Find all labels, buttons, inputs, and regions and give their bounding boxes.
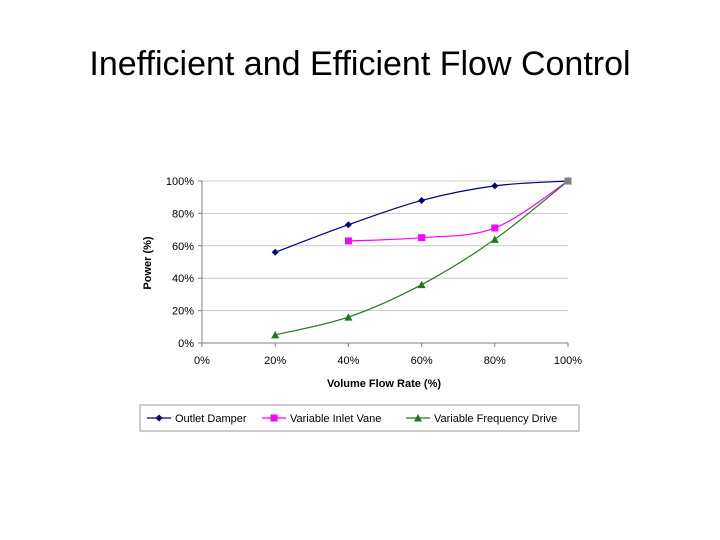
- data-point: [490, 235, 499, 243]
- x-tick-label: 0%: [194, 355, 210, 367]
- data-point: [344, 221, 352, 229]
- legend-marker: [270, 414, 278, 422]
- x-tick-label: 20%: [264, 355, 286, 367]
- legend-marker: [414, 414, 422, 422]
- data-point: [344, 237, 352, 245]
- x-axis-title: Volume Flow Rate (%): [327, 378, 441, 390]
- x-tick-label: 60%: [411, 355, 433, 367]
- axes: [198, 180, 569, 347]
- x-tick-label: 40%: [337, 355, 359, 367]
- legend-marker: [155, 414, 163, 422]
- data-point: [491, 224, 499, 232]
- series-square: [344, 177, 572, 245]
- y-tick-label: 100%: [166, 176, 194, 188]
- data-series: [271, 177, 572, 339]
- data-point: [491, 182, 499, 190]
- gridlines: [202, 180, 568, 312]
- x-tick-label: 80%: [484, 355, 506, 367]
- y-tick-label: 0%: [178, 338, 194, 350]
- series-line: [348, 180, 569, 242]
- legend-box: [139, 404, 580, 432]
- data-point: [271, 330, 280, 339]
- y-axis-title: Power (%): [142, 236, 154, 290]
- legend-label: Variable Inlet Vane: [290, 413, 381, 425]
- legend: Outlet Damper Variable Inlet Vane Variable…: [139, 404, 580, 432]
- y-tick-label: 40%: [172, 273, 194, 285]
- tick-labels: 0% 20% 40% 60% 80% 100% 0% 20% 40% 60% 80% 100%: [166, 176, 582, 367]
- data-point: [271, 248, 279, 256]
- legend-label: Variable Frequency Drive: [434, 413, 557, 425]
- x-tick-label: 100%: [554, 355, 582, 367]
- data-point: [418, 196, 426, 204]
- legend-label: Outlet Damper: [175, 413, 247, 425]
- y-tick-label: 60%: [172, 241, 194, 253]
- data-point: [418, 234, 426, 242]
- data-point: [417, 280, 426, 289]
- y-tick-label: 80%: [172, 208, 194, 220]
- series-diamond: [271, 177, 572, 256]
- slide-title: Inefficient and Efficient Flow Control: [89, 45, 631, 83]
- series-line: [275, 180, 569, 336]
- data-point: [564, 177, 572, 185]
- series-triangle: [271, 177, 572, 339]
- y-tick-label: 20%: [172, 306, 194, 318]
- data-point: [344, 313, 353, 321]
